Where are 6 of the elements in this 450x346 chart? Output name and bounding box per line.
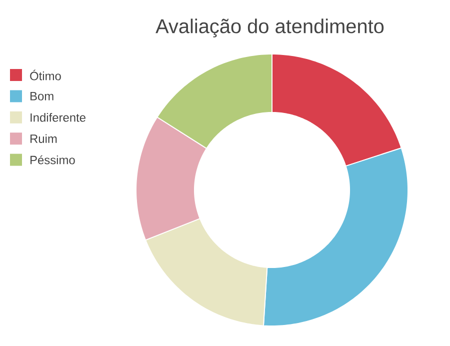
legend-label: Indiferente [30, 113, 86, 122]
legend-label: Ótimo [30, 70, 61, 80]
legend-label: Ruim [30, 134, 57, 143]
legend-label: Péssimo [30, 155, 75, 164]
chart-title: Avaliação do atendimento [156, 18, 384, 38]
legend-label: Bom [30, 92, 54, 100]
